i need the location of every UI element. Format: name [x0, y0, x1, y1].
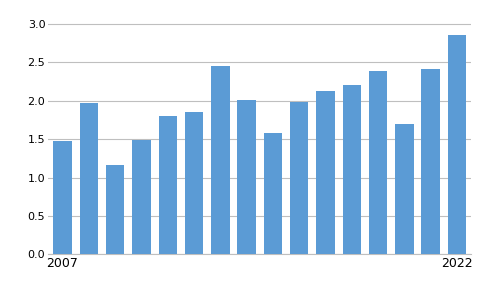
Bar [342, 85, 360, 254]
Bar [316, 91, 334, 254]
Bar [184, 112, 203, 254]
Bar [80, 103, 98, 254]
Bar [368, 71, 386, 254]
Bar [420, 69, 439, 254]
Bar [211, 66, 229, 254]
Bar [106, 164, 124, 254]
Bar [132, 140, 150, 254]
Bar [289, 101, 308, 254]
Bar [158, 116, 177, 254]
Bar [447, 35, 465, 254]
Bar [394, 124, 413, 254]
Bar [237, 100, 255, 254]
Bar [53, 142, 72, 254]
Bar [263, 133, 281, 254]
